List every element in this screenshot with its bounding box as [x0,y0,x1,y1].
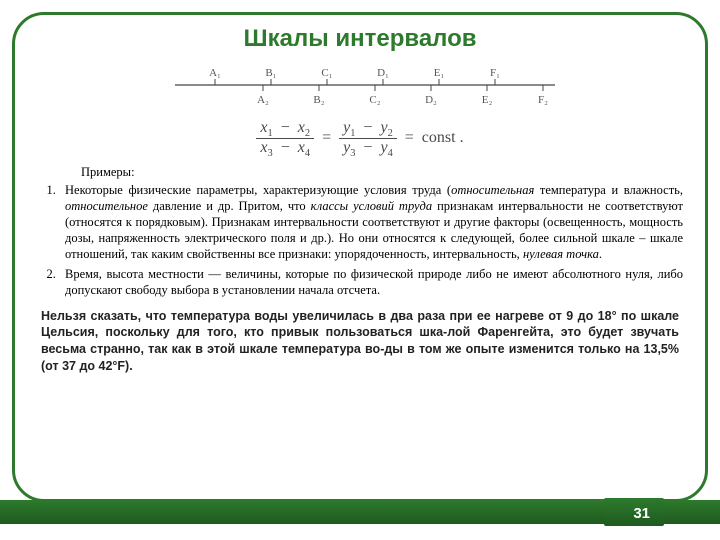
svg-text:E₂: E₂ [482,94,493,106]
svg-text:D₁: D₁ [377,67,389,79]
svg-text:C₂: C₂ [369,94,380,106]
svg-text:F₁: F₁ [490,67,500,79]
list-item: Некоторые физические параметры, характер… [59,182,683,262]
svg-text:C₁: C₁ [321,67,332,79]
examples-list: Некоторые физические параметры, характер… [37,182,683,298]
svg-text:D₂: D₂ [425,94,437,106]
slide-title: Шкалы интервалов [37,25,683,53]
svg-text:F₂: F₂ [538,94,548,106]
examples-label: Примеры: [81,165,683,180]
svg-text:B₁: B₁ [265,67,276,79]
list-item: Время, высота местности — величины, кото… [59,266,683,298]
svg-text:E₁: E₁ [434,67,445,79]
fraction-1: x1 − x2 x3 − x4 [256,120,314,157]
page-number: 31 [633,505,650,522]
slide-frame: Шкалы интервалов A₁ B₁ C₁ D₁ E₁ F₁ A₂ B₂ C₂ D₂ E₂ F… [12,12,708,502]
formula: x1 − x2 x3 − x4 = y1 − y2 [37,119,683,157]
const-text: const . [422,129,464,147]
equals-1: = [322,129,331,147]
figure-area: A₁ B₁ C₁ D₁ E₁ F₁ A₂ B₂ C₂ D₂ E₂ F₂ x1 − x2 x3 − x4 [37,61,683,157]
equals-2: = [405,129,414,147]
note-paragraph: Нельзя сказать, что температура воды уве… [41,308,679,376]
svg-text:A₂: A₂ [257,94,269,106]
svg-text:A₁: A₁ [209,67,221,79]
fraction-2: y1 − y2 y3 − y4 [339,120,397,157]
interval-scale-diagram: A₁ B₁ C₁ D₁ E₁ F₁ A₂ B₂ C₂ D₂ E₂ F₂ [155,61,565,109]
svg-text:B₂: B₂ [313,94,324,106]
